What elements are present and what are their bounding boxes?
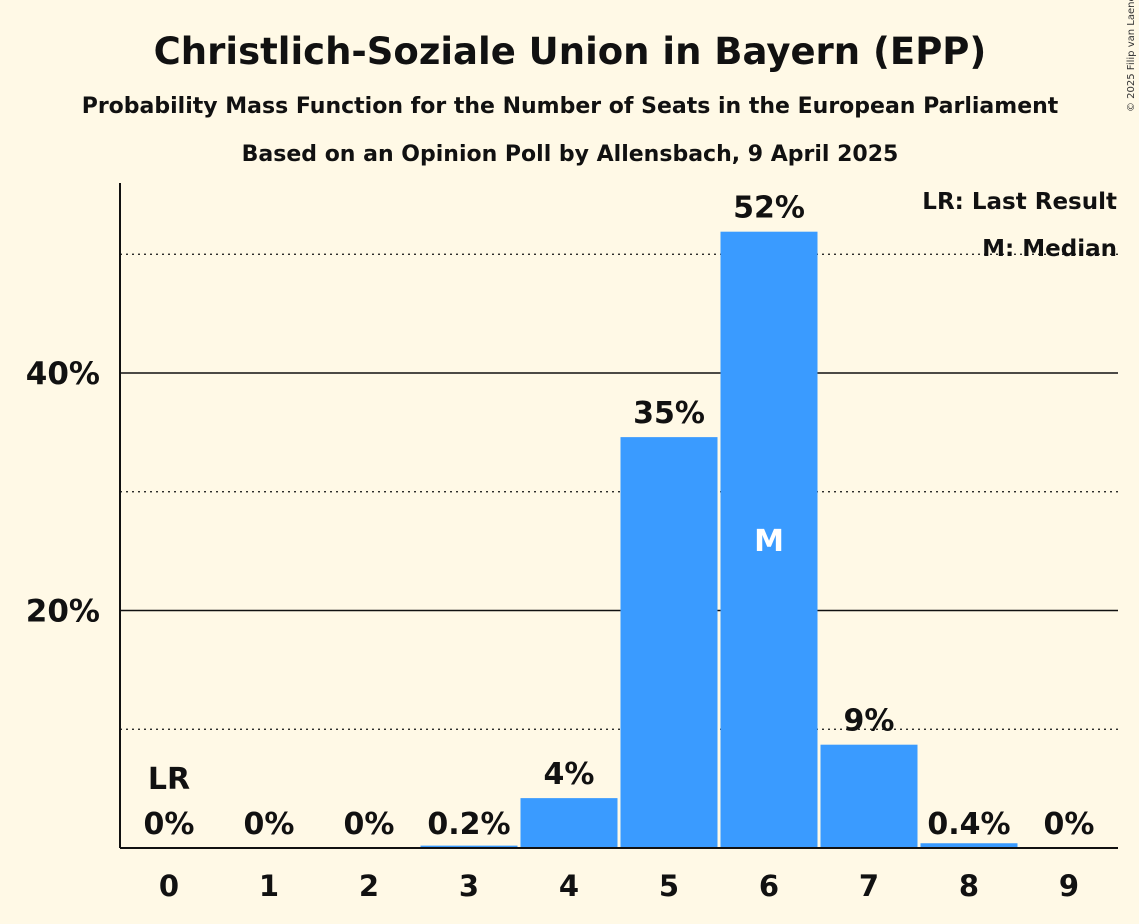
axes xyxy=(119,183,1118,849)
x-tick-label: 3 xyxy=(459,869,479,903)
x-tick-label: 0 xyxy=(159,869,179,903)
labels: 20% 40% 0% 0 LR 0% 1 0% 2 0.2% 3 4% 4 35% 5 52% 6 M 9% 7 0.4… xyxy=(26,191,1095,903)
bar-value-label: 9% xyxy=(844,704,895,739)
bar-value-label: 0% xyxy=(1044,807,1095,842)
last-result-marker: LR xyxy=(148,762,190,797)
legend-median: M: Median xyxy=(982,236,1117,262)
bar-value-label: 0% xyxy=(344,807,395,842)
x-tick-label: 8 xyxy=(959,869,979,903)
bar xyxy=(420,845,518,848)
x-tick-label: 4 xyxy=(559,869,579,903)
bar-value-label: 0% xyxy=(144,807,195,842)
bars xyxy=(420,231,1018,848)
bar-value-label: 0% xyxy=(244,807,295,842)
chart-subtitle: Probability Mass Function for the Number… xyxy=(82,94,1059,119)
x-tick-label: 1 xyxy=(259,869,279,903)
gridlines xyxy=(120,253,1118,730)
y-tick-label: 40% xyxy=(26,356,100,392)
bar-value-label: 35% xyxy=(633,396,705,431)
x-tick-label: 2 xyxy=(359,869,379,903)
chart-title: Christlich-Soziale Union in Bayern (EPP) xyxy=(154,30,987,73)
chart-source: Based on an Opinion Poll by Allensbach, … xyxy=(242,142,899,167)
bar-value-label: 4% xyxy=(544,757,595,792)
bar xyxy=(820,744,918,848)
median-marker: M xyxy=(754,524,784,559)
x-tick-label: 5 xyxy=(659,869,679,903)
bar-value-label: 52% xyxy=(733,191,805,226)
bar xyxy=(520,798,618,848)
x-tick-label: 7 xyxy=(859,869,879,903)
bar-value-label: 0.4% xyxy=(927,807,1010,842)
y-tick-label: 20% xyxy=(26,594,100,630)
x-tick-label: 6 xyxy=(759,869,779,903)
bar xyxy=(620,437,718,848)
bar xyxy=(720,231,818,848)
copyright-text: © 2025 Filip van Laenen xyxy=(1126,0,1137,112)
legend-last-result: LR: Last Result xyxy=(922,189,1117,215)
bar-value-label: 0.2% xyxy=(427,807,510,842)
bar xyxy=(920,843,1018,848)
x-tick-label: 9 xyxy=(1059,869,1079,903)
